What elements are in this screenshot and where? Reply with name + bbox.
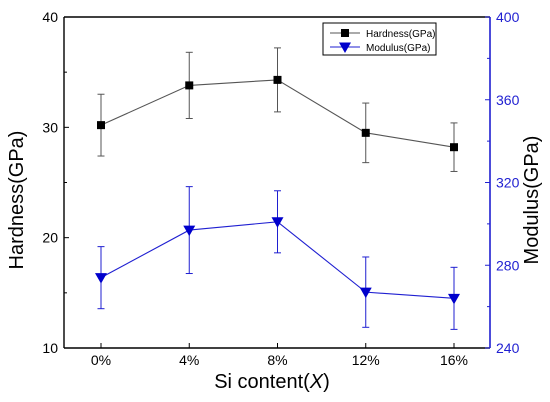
x-tick-label: 0%: [91, 352, 111, 368]
modulus-data-point: [359, 287, 372, 299]
y-left-tick-label: 40: [42, 9, 58, 25]
x-axis-title-prefix: Si content(: [214, 371, 310, 393]
x-axis-title-suffix: ): [323, 371, 330, 393]
modulus-data-point: [95, 273, 107, 284]
axes-layer: 10 20 30 40 240 280 320 360 400 0% 4% 8% 12% 16%: [42, 9, 519, 368]
x-axis-title-variable: X: [309, 371, 324, 393]
hardness-legend-label: Hardness(GPa): [366, 29, 435, 40]
legend: Hardness(GPa) Modulus(GPa): [322, 22, 437, 56]
x-tick-label: 12%: [352, 352, 380, 368]
x-tick-label: 16%: [440, 352, 468, 368]
y-axis-right-title: Modulus(GPa): [521, 136, 543, 265]
x-axis-title: Si content(X): [214, 371, 330, 393]
x-tick-label: 8%: [267, 352, 287, 368]
hardness-data-point: [97, 121, 105, 130]
x-tick-label: 4%: [179, 352, 199, 368]
y-right-tick-label: 360: [496, 92, 520, 108]
hardness-data-point: [273, 75, 282, 84]
y-right-tick-label: 320: [496, 175, 520, 191]
hardness-data-point: [361, 128, 370, 137]
y-right-tick-label: 280: [496, 257, 520, 273]
modulus-data-point: [271, 217, 284, 228]
legend-items: Hardness(GPa) Modulus(GPa): [330, 29, 435, 54]
modulus-legend-label: Modulus(GPa): [366, 43, 430, 54]
y-right-tick-label: 240: [496, 340, 520, 356]
hardness-data-point: [450, 143, 458, 152]
modulus-data-point: [448, 293, 460, 305]
y-axis-left-title: Hardness(GPa): [6, 131, 28, 270]
legend-box: [322, 22, 437, 56]
hardness-data-point: [185, 81, 194, 90]
y-left-tick-label: 20: [42, 230, 58, 246]
modulus-data-point: [183, 225, 196, 237]
y-right-tick-label: 400: [496, 9, 520, 25]
y-left-tick-label: 30: [42, 119, 58, 135]
hardness-legend-marker: [341, 29, 349, 37]
series-layer: [95, 47, 460, 330]
y-left-tick-label: 10: [42, 340, 58, 356]
modulus-legend-marker: [339, 42, 351, 53]
